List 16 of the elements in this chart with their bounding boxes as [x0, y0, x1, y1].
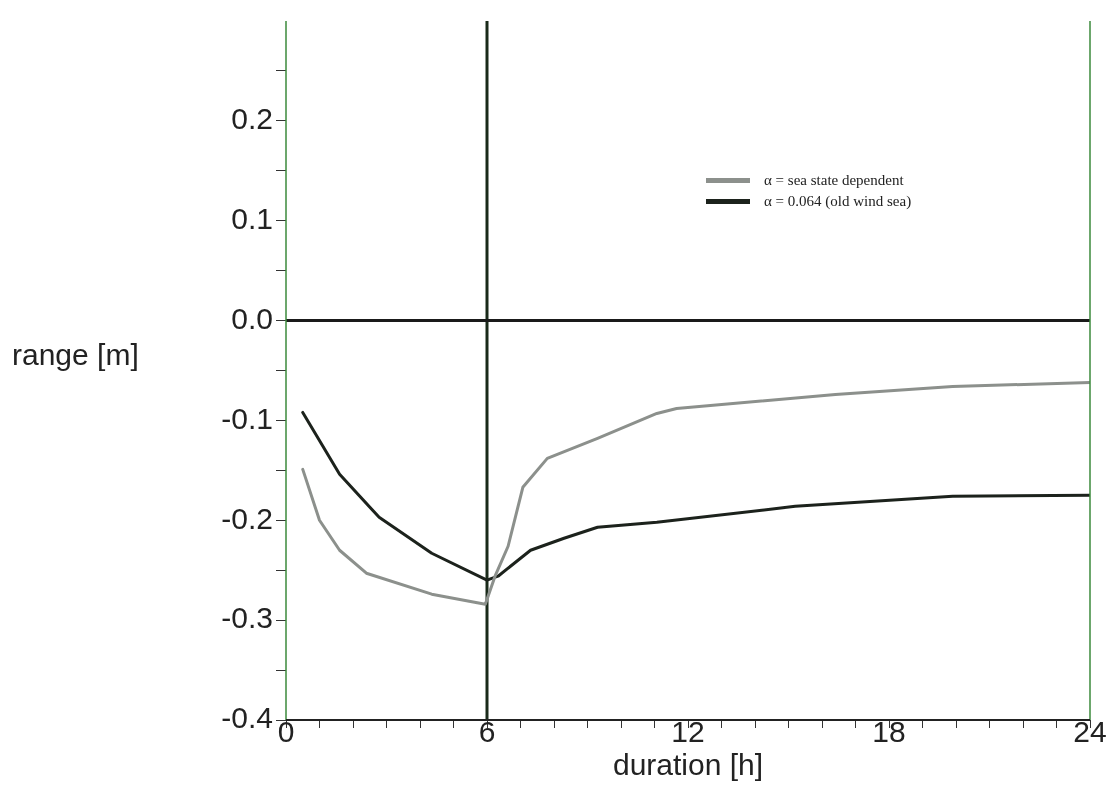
y-tick-label: 0.2 — [231, 102, 273, 136]
x-tick-label: 18 — [872, 715, 906, 749]
y-tick-label: 0.0 — [231, 301, 273, 335]
y-tick-label: -0.4 — [221, 701, 273, 735]
x-tick-label: 24 — [1073, 715, 1107, 749]
x-axis-title: duration [h] — [612, 748, 764, 782]
x-tick-label: 12 — [671, 715, 705, 749]
y-tick-label: -0.3 — [221, 601, 273, 635]
x-tick-label: 6 — [478, 715, 496, 749]
legend-label: α = sea state dependent — [764, 172, 904, 189]
y-tick-label: -0.1 — [221, 401, 273, 435]
legend-label: α = 0.064 (old wind sea) — [764, 193, 912, 210]
x-tick-label: 0 — [277, 715, 295, 749]
y-tick-label: 0.1 — [231, 201, 273, 235]
y-axis-title: range [m] — [12, 338, 139, 372]
y-tick-label: -0.2 — [221, 501, 273, 535]
